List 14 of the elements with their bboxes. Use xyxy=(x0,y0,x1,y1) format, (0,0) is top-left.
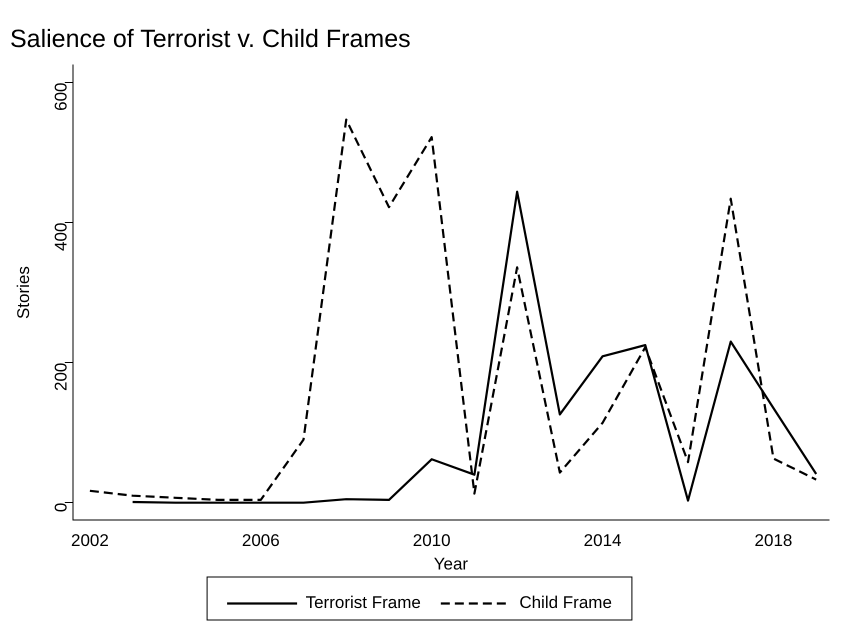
y-tick-label: 0 xyxy=(51,502,70,512)
legend-label: Terrorist Frame xyxy=(306,593,421,612)
x-tick-label: 2002 xyxy=(70,531,109,550)
legend-label: Child Frame xyxy=(519,593,612,612)
y-axis-title: Stories xyxy=(14,266,33,320)
y-tick-label: 400 xyxy=(51,222,70,251)
x-tick-label: 2014 xyxy=(584,531,622,550)
x-tick-label: 2018 xyxy=(754,531,792,550)
x-axis-title: Year xyxy=(434,554,468,574)
y-tick-label: 200 xyxy=(51,362,70,392)
y-tick-label: 600 xyxy=(51,82,70,111)
chart-title: Salience of Terrorist v. Child Frames xyxy=(10,24,411,53)
x-tick-label: 2006 xyxy=(242,531,280,550)
x-tick-label: 2010 xyxy=(412,531,451,550)
